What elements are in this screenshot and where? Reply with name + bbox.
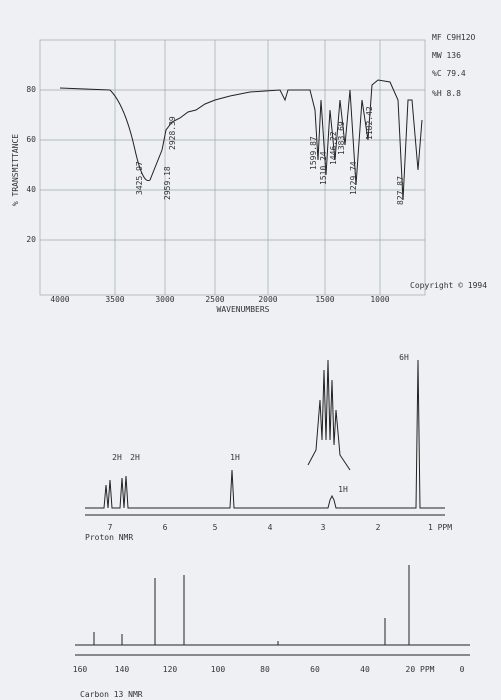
h-x-tick: 3 — [321, 523, 326, 532]
proton-nmr: 2H 2H 1H 1H 6H 7 6 5 4 3 2 1 PPM Proton NMR — [85, 353, 452, 542]
h-label: Proton NMR — [85, 533, 133, 542]
ir-info: %H 8.8 — [432, 89, 461, 98]
ir-peak-label: 1446.22 — [329, 131, 338, 165]
ir-spectrum: MF C9H12O MW 136 %C 79.4 %H 8.8 % TRANSM… — [11, 33, 487, 314]
ir-x-tick: 2000 — [258, 295, 277, 304]
h-x-tick: 4 — [268, 523, 273, 532]
ir-x-tick: 3500 — [105, 295, 124, 304]
ir-peak-label: 1599.87 — [309, 136, 318, 170]
ir-info: %C 79.4 — [432, 69, 466, 78]
h-x-tick: 7 — [108, 523, 113, 532]
h-x-tick: 6 — [163, 523, 168, 532]
ir-trace — [59, 79, 423, 201]
c-x-tick: 120 — [163, 665, 178, 674]
ir-peak-label: 3425.97 — [135, 161, 144, 195]
c-x-tick: 0 — [460, 665, 465, 674]
integral-label: 6H — [399, 353, 409, 362]
ir-peak-label: 2928.39 — [168, 116, 177, 150]
ir-y-label: % TRANSMITTANCE — [11, 134, 20, 206]
integral-label: 1H — [230, 453, 240, 462]
ir-y-tick: 40 — [26, 185, 36, 194]
ir-x-tick: 1500 — [315, 295, 334, 304]
h-inset — [307, 359, 351, 471]
ir-x-tick: 3000 — [155, 295, 174, 304]
h-x-tick: 1 PPM — [428, 523, 452, 532]
ir-peak-label: 1182.42 — [365, 106, 374, 140]
c-trace — [75, 565, 470, 646]
ir-peak-label: 1510.24 — [319, 151, 328, 185]
c-x-tick: 40 — [360, 665, 370, 674]
ir-peak-label: 1383.69 — [337, 121, 346, 155]
integral-label: 2H — [112, 453, 122, 462]
c-x-tick: 20 PPM — [406, 665, 435, 674]
ir-y-tick: 80 — [26, 85, 36, 94]
c-x-tick: 140 — [115, 665, 130, 674]
integral-label: 1H — [338, 485, 348, 494]
ir-x-tick: 4000 — [50, 295, 69, 304]
ir-peak-label: 2959.18 — [163, 166, 172, 200]
h-x-tick: 2 — [376, 523, 381, 532]
ir-info: MW 136 — [432, 51, 461, 60]
ir-peak-label: 827.87 — [396, 176, 405, 205]
integral-label: 2H — [130, 453, 140, 462]
c-x-tick: 60 — [310, 665, 320, 674]
c-x-tick: 80 — [260, 665, 270, 674]
ir-x-tick: 2500 — [205, 295, 224, 304]
ir-y-tick: 60 — [26, 135, 36, 144]
ir-info: MF C9H12O — [432, 33, 476, 42]
c-x-tick: 160 — [73, 665, 88, 674]
c-label: Carbon 13 NMR — [80, 690, 143, 699]
carbon-nmr: 160 140 120 100 80 60 40 20 PPM 0 Carbon 13 NMR — [73, 565, 470, 699]
c-x-tick: 100 — [211, 665, 226, 674]
ir-frame — [39, 39, 426, 296]
ir-peak-label: 1229.74 — [349, 161, 358, 195]
ir-x-tick: 1000 — [370, 295, 389, 304]
copyright: Copyright © 1994 — [410, 281, 487, 290]
h-trace — [85, 359, 445, 509]
ir-y-tick: 20 — [26, 235, 36, 244]
h-x-tick: 5 — [213, 523, 218, 532]
ir-x-label: WAVENUMBERS — [217, 305, 270, 314]
